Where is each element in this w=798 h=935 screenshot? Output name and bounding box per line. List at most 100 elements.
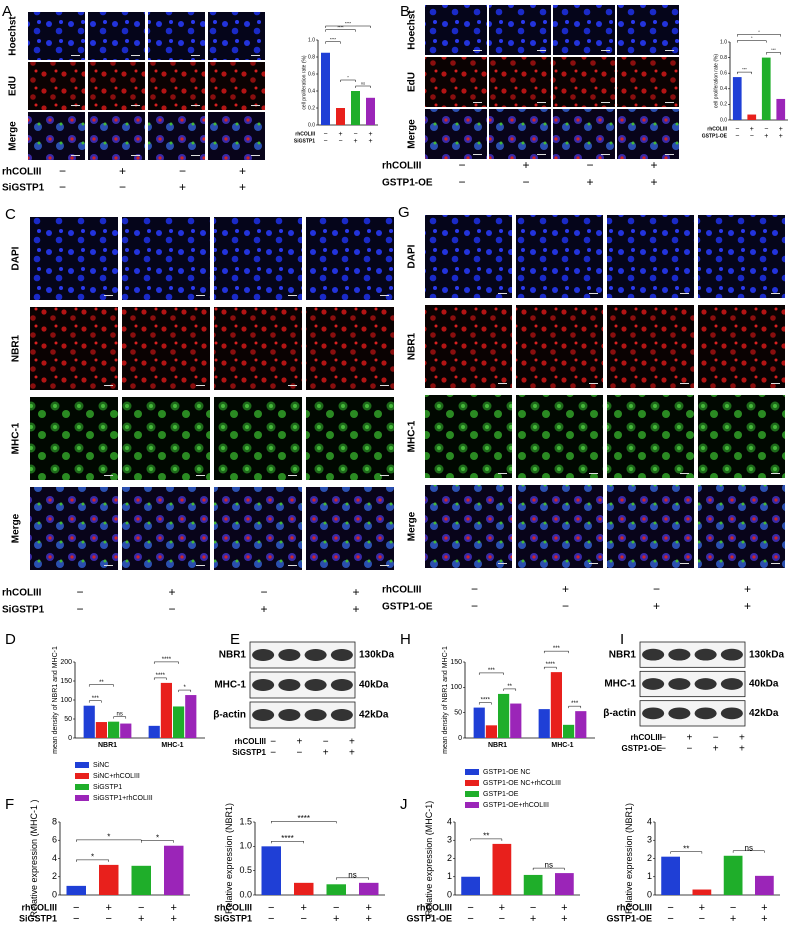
micrograph	[607, 305, 694, 388]
condition-sign: +	[301, 902, 307, 914]
significance-label: **	[483, 832, 489, 841]
y-tick-label: 1.5	[239, 816, 252, 826]
condition-sign: +	[352, 602, 359, 616]
significance-label: ****	[546, 662, 556, 668]
condition-sign: +	[561, 913, 567, 925]
condition-sign: −	[471, 582, 478, 596]
row-label: Merge	[407, 119, 418, 149]
condition-sign: +	[260, 602, 267, 616]
micrograph	[88, 62, 145, 110]
bar	[164, 845, 184, 895]
micrograph	[148, 112, 205, 160]
condition-sign: −	[562, 599, 569, 613]
panel-label: H	[400, 631, 411, 648]
condition-sign: −	[660, 733, 666, 744]
scale-bar	[537, 154, 546, 155]
significance-label: ****	[481, 698, 491, 704]
condition-sign: −	[713, 733, 719, 744]
row-label: NBR1	[11, 334, 22, 362]
bar	[83, 705, 95, 738]
micrograph	[516, 395, 603, 478]
significance-bracket	[355, 85, 371, 88]
scale-bar	[288, 475, 297, 476]
bar	[492, 843, 512, 895]
scale-bar	[191, 155, 200, 156]
x-tick-label: MHC-1	[551, 742, 573, 749]
row-label: Hoechst	[407, 10, 418, 50]
bar	[173, 706, 185, 738]
scale-bar	[589, 383, 598, 384]
bar	[550, 672, 562, 738]
bar	[523, 874, 543, 895]
significance-label: ns	[117, 712, 123, 718]
blot-size: 42kDa	[359, 710, 389, 721]
blot-band	[304, 679, 327, 691]
blot-band	[668, 648, 691, 661]
scale-bar	[680, 383, 689, 384]
panel-label: A	[2, 3, 12, 20]
scale-bar	[589, 563, 598, 564]
scale-bar	[601, 50, 610, 51]
y-tick-label: 100	[60, 697, 72, 704]
scale-bar	[473, 50, 482, 51]
significance-bracket	[543, 666, 557, 670]
micrograph	[208, 12, 265, 60]
condition-sign: −	[586, 158, 593, 172]
significance-label: ****	[298, 814, 310, 823]
blot-label: NBR1	[219, 650, 247, 661]
condition-sign: +	[179, 180, 186, 194]
blot-band	[252, 649, 275, 661]
significance-bracket	[76, 859, 109, 862]
micrograph	[489, 109, 551, 159]
condition-sign: −	[458, 158, 465, 172]
micrograph	[214, 487, 302, 570]
bar	[732, 77, 742, 120]
x-tick-label: MHC-1	[161, 742, 183, 749]
y-tick-label: 100	[450, 684, 462, 691]
blot-band	[278, 649, 301, 661]
condition-sign: −	[270, 737, 276, 748]
significance-bracket	[737, 71, 752, 75]
y-tick-label: 1	[447, 871, 452, 881]
y-tick-label: 6	[52, 835, 57, 845]
significance-label: *	[91, 852, 94, 861]
y-tick-label: 0.8	[308, 54, 315, 60]
y-axis-label: Relative expression (NBR1)	[224, 803, 234, 914]
y-tick-label: 0.0	[239, 889, 252, 899]
significance-bracket	[532, 867, 565, 871]
micrograph	[208, 112, 265, 160]
significance-bracket	[178, 689, 192, 693]
significance-label: *	[347, 75, 349, 80]
bar	[498, 693, 510, 738]
micrograph	[306, 307, 394, 390]
row-label: DAPI	[11, 246, 22, 270]
micrograph	[425, 109, 487, 159]
condition-sign: −	[260, 585, 267, 599]
blot-size: 130kDa	[749, 649, 784, 660]
condition-sign: −	[73, 913, 79, 925]
scale-bar	[196, 475, 205, 476]
condition-name: rhCOLIII	[617, 902, 653, 912]
y-tick-label: 3	[647, 835, 652, 845]
legend-swatch	[465, 802, 479, 808]
condition-name: GSTP1-OE	[702, 133, 728, 139]
condition-name: GSTP1-OE	[382, 602, 433, 613]
legend-label: SiNC+rhCOLIII	[93, 773, 140, 780]
x-tick-label: NBR1	[98, 742, 117, 749]
y-axis-label: Relative expression (NBR1)	[624, 803, 634, 914]
legend-swatch	[465, 791, 479, 797]
bar	[131, 865, 151, 895]
blot-band	[304, 709, 327, 721]
legend-swatch	[465, 769, 479, 775]
micrograph	[698, 305, 785, 388]
micrograph	[617, 5, 679, 55]
significance-label: ns	[348, 870, 356, 879]
blot-band	[642, 648, 665, 661]
blot-band	[252, 679, 275, 691]
micrograph	[425, 305, 512, 388]
condition-sign: +	[530, 913, 536, 925]
panel-label: B	[400, 3, 410, 20]
bar	[575, 711, 587, 738]
y-tick-label: 1.0	[308, 37, 315, 43]
scale-bar	[589, 293, 598, 294]
